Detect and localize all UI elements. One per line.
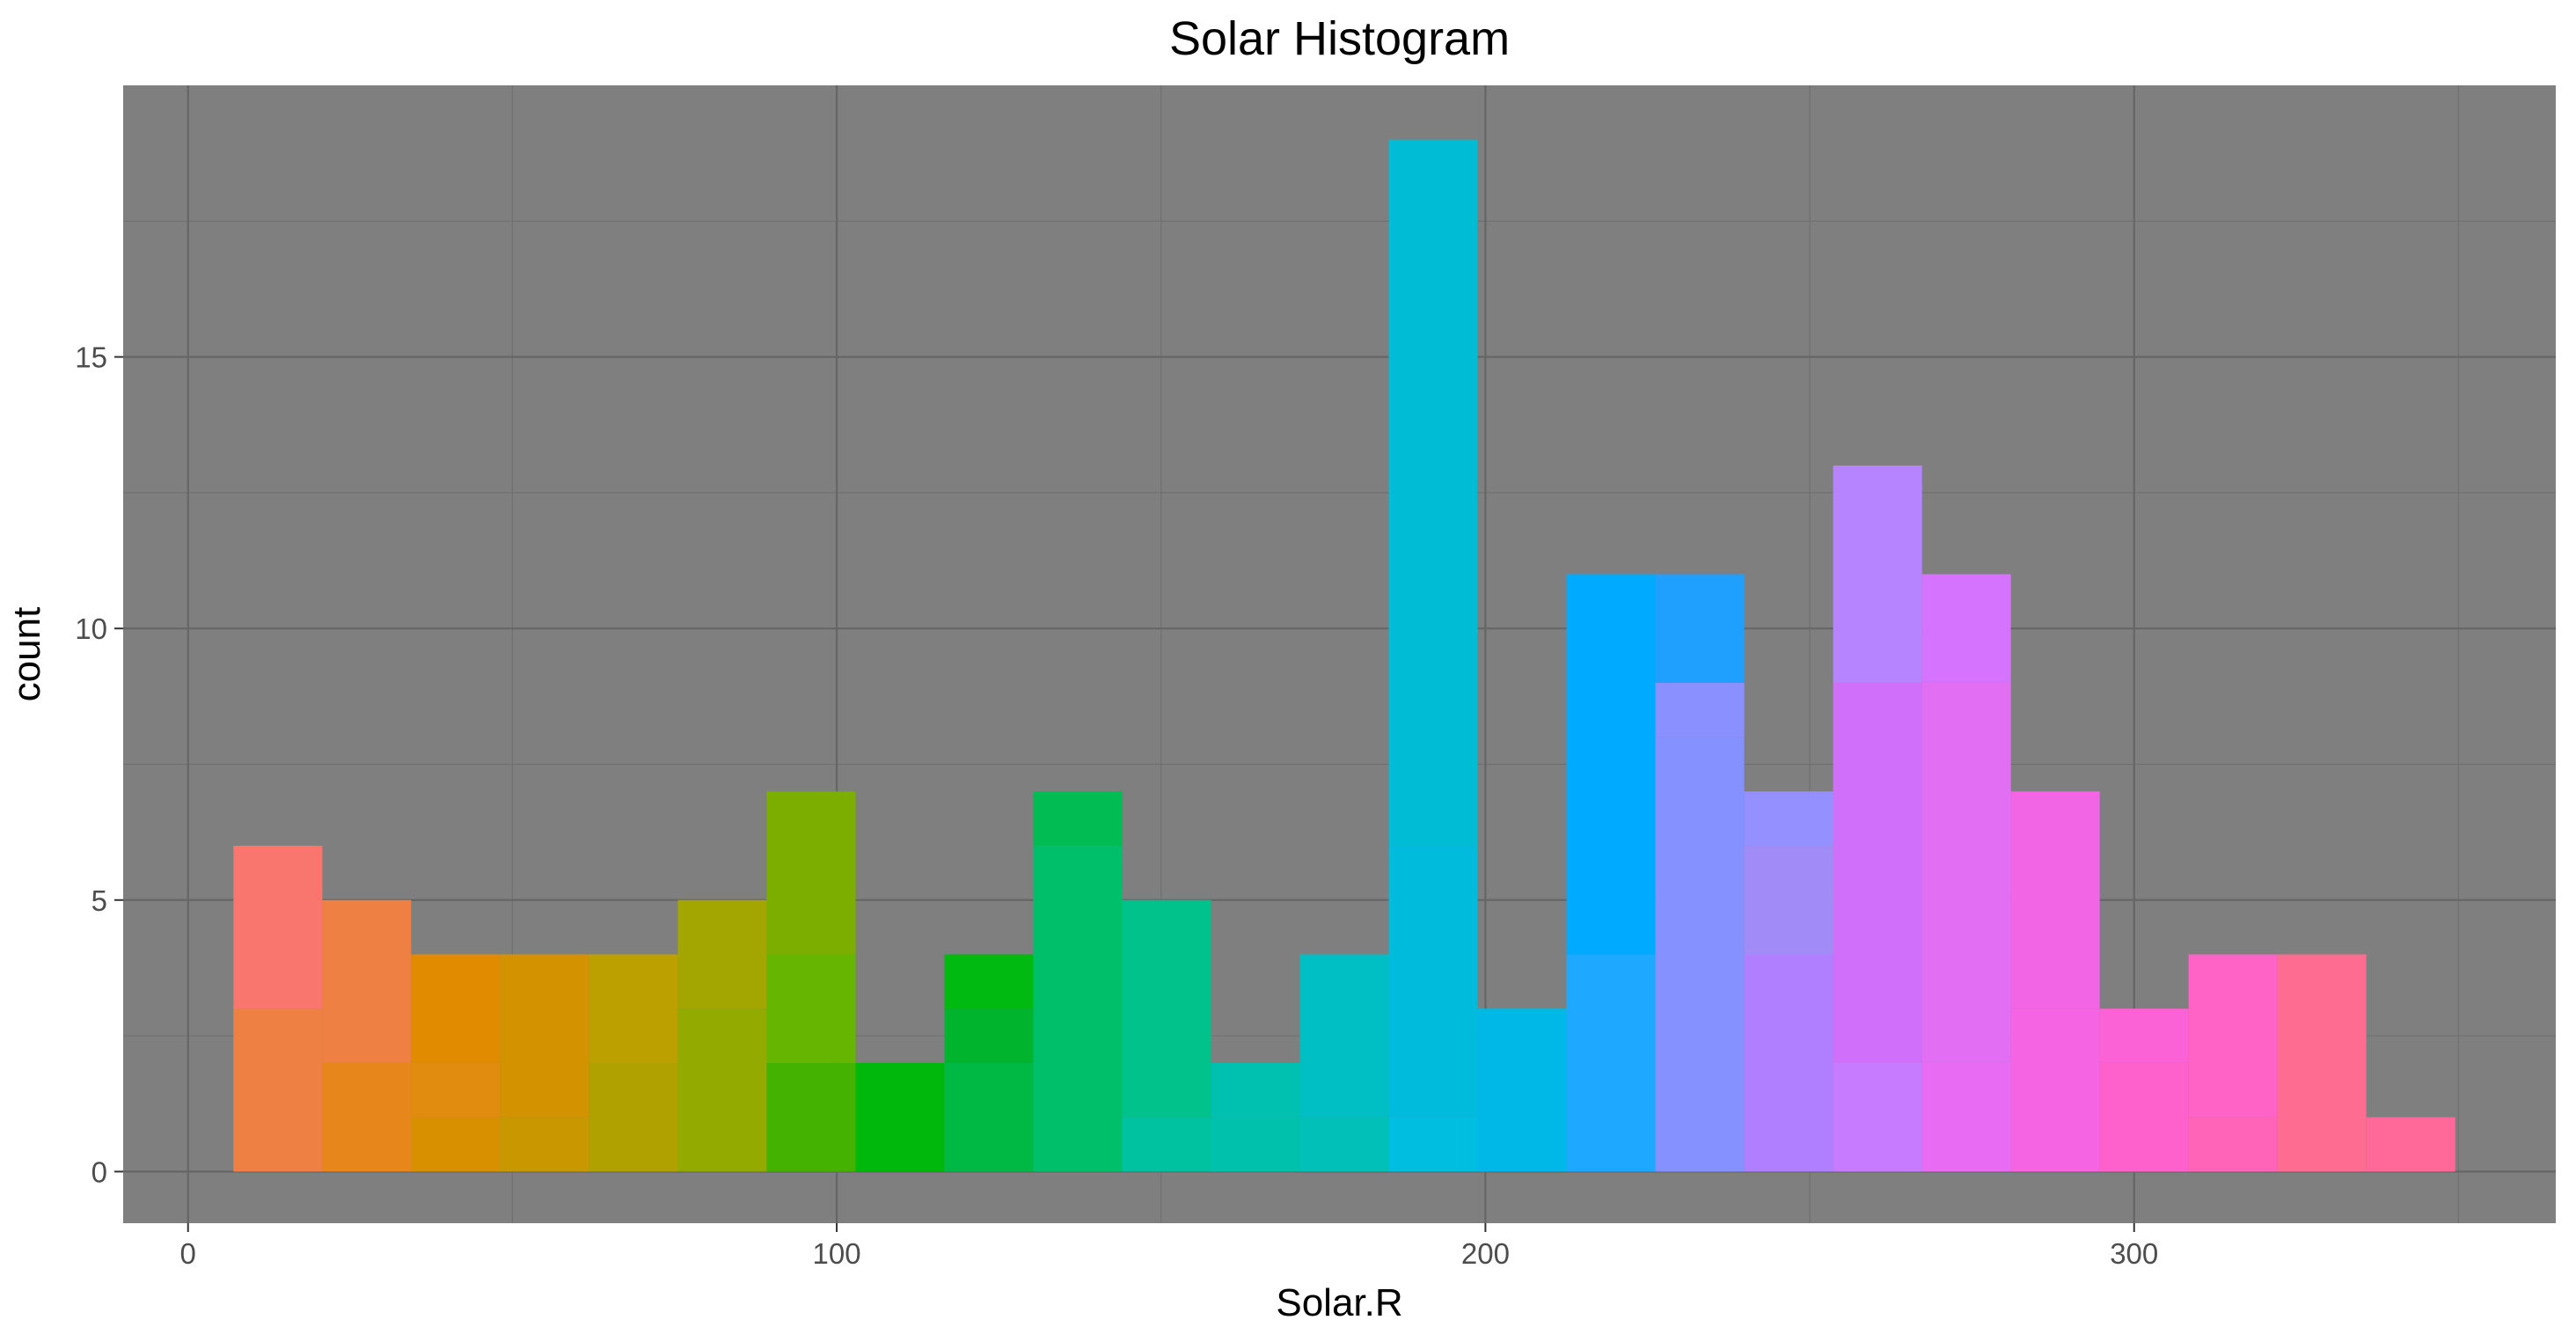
x-tick-label: 300 — [2110, 1237, 2158, 1270]
x-tick-label: 0 — [180, 1237, 196, 1270]
histogram-bar — [1833, 466, 1922, 1172]
bar-segment — [1566, 954, 1656, 1172]
bar-segment — [855, 1062, 945, 1172]
y-tick-label: 5 — [91, 884, 107, 917]
y-tick-label: 15 — [75, 341, 107, 374]
histogram-bar — [2010, 791, 2100, 1172]
bar-segment — [411, 954, 501, 1063]
y-tick-label: 0 — [91, 1155, 107, 1188]
bar-segment — [1921, 682, 2011, 1063]
bar-segment — [589, 1062, 678, 1172]
bar-segment — [1921, 574, 2011, 683]
histogram-bar — [855, 1062, 945, 1172]
histogram-bar — [1299, 954, 1389, 1172]
histogram-bar — [1477, 1008, 1567, 1172]
histogram-bar — [1655, 574, 1745, 1172]
x-tick-label: 200 — [1461, 1237, 1510, 1270]
bar-segment — [233, 1008, 323, 1172]
bar-segment — [1388, 1117, 1478, 1172]
y-axis-ticks: 0 5 10 15 — [75, 341, 123, 1188]
bar-segment — [2010, 1008, 2100, 1172]
bar-segment — [1211, 1117, 1300, 1172]
histogram-bar — [1033, 791, 1123, 1172]
bar-segment — [677, 1008, 767, 1172]
x-tick-label: 100 — [813, 1237, 861, 1270]
bar-segment — [2188, 1117, 2278, 1172]
bar-segment — [1122, 899, 1211, 1118]
bar-segment — [766, 1062, 856, 1172]
bar-segment — [1299, 954, 1389, 1118]
bar-segment — [2099, 1008, 2189, 1063]
bar-segment — [233, 846, 323, 1009]
histogram-bar — [1744, 791, 1833, 1172]
bar-segment — [944, 1008, 1034, 1063]
bar-segment — [766, 791, 856, 955]
bar-segment — [1477, 1008, 1567, 1172]
bar-segment — [1833, 1062, 1922, 1172]
histogram-bar — [411, 954, 501, 1172]
bar-segment — [1655, 682, 1745, 737]
bar-segment — [2366, 1117, 2455, 1172]
bar-segment — [2188, 954, 2278, 1118]
bar-segment — [411, 1062, 501, 1118]
histogram-bar — [2366, 1117, 2455, 1172]
histogram-bar — [677, 899, 767, 1172]
bar-segment — [1122, 1117, 1211, 1172]
bar-segment — [1833, 682, 1922, 1063]
histogram-bar — [500, 954, 589, 1172]
bar-segment — [1211, 1062, 1300, 1118]
histogram-bar — [2099, 1008, 2189, 1172]
x-axis-title: Solar.R — [1276, 1281, 1402, 1324]
histogram-bar — [1566, 574, 1656, 1172]
x-axis-ticks: 0 100 200 300 — [180, 1223, 2158, 1270]
bar-segment — [1744, 791, 1833, 847]
bar-segment — [589, 954, 678, 1063]
bar-segment — [2277, 954, 2367, 1172]
bar-segment — [1744, 846, 1833, 955]
histogram-bar — [1921, 574, 2011, 1172]
bar-segment — [500, 1117, 589, 1172]
histogram-bar — [766, 791, 856, 1172]
bar-segment — [500, 954, 589, 1118]
bar-segment — [1033, 791, 1123, 847]
bar-segment — [2010, 791, 2100, 1009]
histogram-bar — [2188, 954, 2278, 1172]
bar-segment — [944, 954, 1034, 1009]
bar-segment — [1388, 846, 1478, 1118]
histogram-bar — [1388, 139, 1478, 1172]
histogram-bar — [944, 954, 1034, 1172]
histogram-bar — [1211, 1062, 1300, 1172]
bar-segment — [944, 1062, 1034, 1172]
y-tick-label: 10 — [75, 612, 107, 645]
bar-segment — [1299, 1117, 1389, 1172]
bar-segment — [1921, 1062, 2011, 1172]
histogram-bar — [589, 954, 678, 1172]
y-axis-title: count — [5, 607, 48, 702]
bar-segment — [1566, 574, 1656, 955]
bar-segment — [766, 954, 856, 1063]
bar-segment — [1655, 737, 1745, 1172]
bar-segment — [1388, 139, 1478, 847]
histogram-bar — [322, 899, 412, 1172]
grid-minor — [123, 85, 2556, 1223]
bar-segment — [1833, 466, 1922, 683]
bar-segment — [322, 1062, 412, 1172]
bar-segment — [1744, 954, 1833, 1172]
bars — [233, 139, 2455, 1172]
histogram-bar — [233, 846, 323, 1172]
chart-title: Solar Histogram — [1169, 12, 1510, 65]
bar-segment — [2099, 1062, 2189, 1172]
bar-segment — [1655, 574, 1745, 683]
bar-segment — [677, 899, 767, 1009]
bar-segment — [322, 899, 412, 1063]
bar-segment — [1033, 846, 1123, 1172]
bar-segment — [411, 1117, 501, 1172]
histogram-bar — [2277, 954, 2367, 1172]
histogram-bar — [1122, 899, 1211, 1172]
